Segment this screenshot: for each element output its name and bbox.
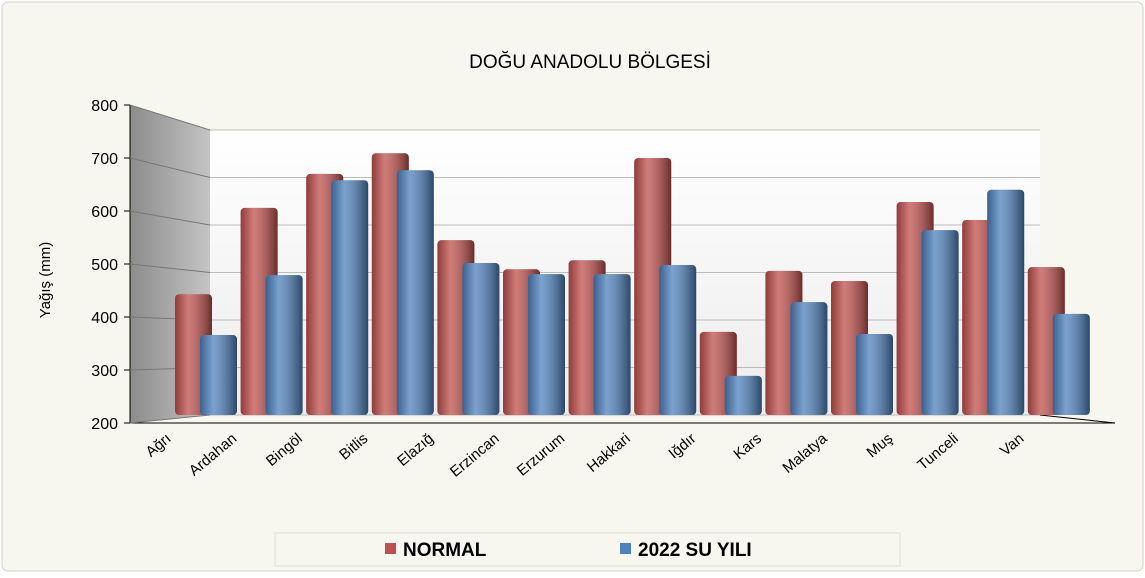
y-tick-label: 200 <box>91 416 118 433</box>
grid-line <box>129 210 211 226</box>
grid-line <box>129 263 211 273</box>
bar-shade <box>200 335 237 415</box>
legend-swatch <box>620 543 631 554</box>
legend <box>274 532 901 567</box>
floor-edge <box>1039 414 1116 424</box>
bar-shade <box>987 189 1025 415</box>
bar-shade <box>265 275 303 415</box>
y-tick-label: 800 <box>91 98 118 115</box>
bar-shade <box>921 230 959 415</box>
bar-shade <box>1052 313 1090 415</box>
y-tick-label: 700 <box>91 151 118 168</box>
y-tick-label: 600 <box>91 204 118 221</box>
y-tick-label: 400 <box>91 310 118 327</box>
chart-title: DOĞU ANADOLU BÖLGESİ <box>469 51 711 73</box>
bar-shade <box>462 262 500 415</box>
bar-shade <box>528 274 565 415</box>
grid-line <box>129 104 211 131</box>
bar-shade <box>396 170 434 415</box>
y-axis-label: Yağış (mm) <box>37 242 54 318</box>
bar-shade <box>790 302 828 415</box>
y-tick-label: 300 <box>91 363 118 380</box>
bar-shade <box>856 333 893 415</box>
legend-label: 2022 SU YILI <box>638 540 752 561</box>
legend-label: NORMAL <box>403 540 487 561</box>
grid-line <box>129 414 211 424</box>
bar-shade <box>724 375 762 415</box>
grid-line <box>129 157 211 178</box>
bar-shade <box>593 274 631 415</box>
y-tick-label: 500 <box>91 257 118 274</box>
legend-swatch <box>385 543 396 554</box>
bar-shade <box>331 180 369 415</box>
bar-shade <box>659 265 697 415</box>
